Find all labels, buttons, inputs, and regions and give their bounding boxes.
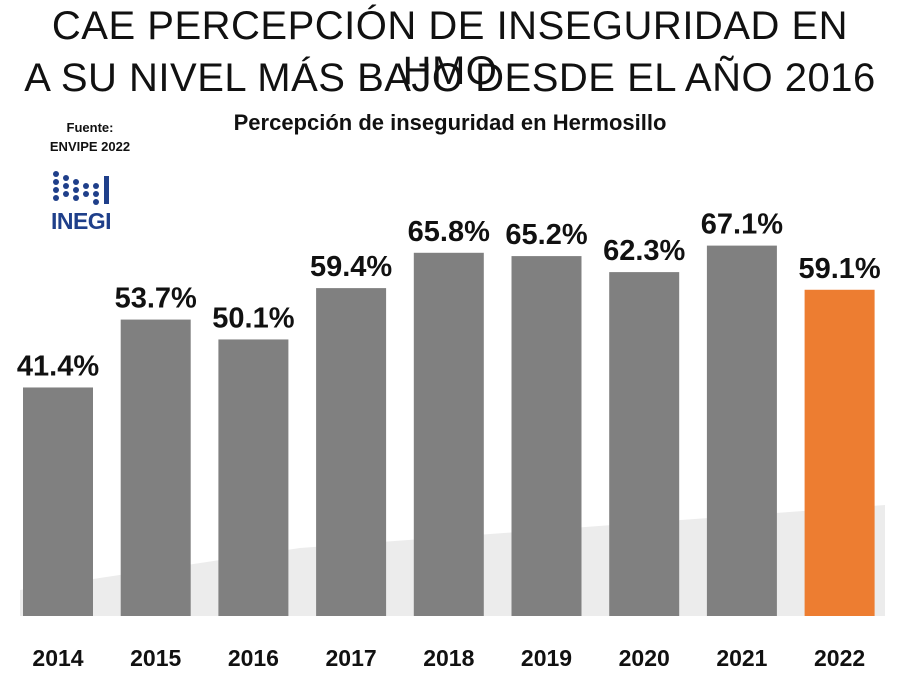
bar-2019 <box>511 256 582 616</box>
value-label-2019: 65.2% <box>505 219 587 251</box>
value-label-2017: 59.4% <box>310 251 392 283</box>
source-label: Fuente: <box>66 120 114 135</box>
x-tick-2021: 2021 <box>716 645 767 671</box>
source-note: Fuente: ENVIPE 2022 <box>40 118 140 156</box>
value-label-2020: 62.3% <box>603 235 685 267</box>
headline-line-2: A SU NIVEL MÁS BAJO DESDE EL AÑO 2016 <box>24 56 876 100</box>
bar-2017 <box>316 288 387 616</box>
bar-2016 <box>218 339 289 616</box>
bar-2018 <box>413 252 484 616</box>
x-tick-2018: 2018 <box>423 645 474 671</box>
headline-line-1: CAE PERCEPCIÓN DE INSEGURIDAD EN HMO <box>51 4 849 93</box>
value-label-2015: 53.7% <box>115 283 197 315</box>
value-label-2016: 50.1% <box>212 302 294 334</box>
inegi-logo-icon <box>53 171 109 205</box>
value-label-2022: 59.1% <box>798 253 880 285</box>
x-tick-2017: 2017 <box>326 645 377 671</box>
bar-2014 <box>23 387 93 616</box>
x-tick-2020: 2020 <box>619 645 670 671</box>
bar-2022 <box>804 289 875 616</box>
x-tick-2019: 2019 <box>521 645 572 671</box>
x-tick-2016: 2016 <box>228 645 279 671</box>
bar-2021 <box>706 245 777 616</box>
bar-2015 <box>120 319 191 616</box>
inegi-logo-text: INEGI <box>50 208 112 234</box>
x-tick-2022: 2022 <box>814 645 865 671</box>
value-label-2018: 65.8% <box>408 216 490 248</box>
x-tick-2015: 2015 <box>130 645 181 671</box>
source-survey: ENVIPE 2022 <box>49 139 131 154</box>
value-label-2021: 67.1% <box>701 209 783 241</box>
x-tick-2014: 2014 <box>32 645 83 671</box>
value-label-2014: 41.4% <box>17 350 99 382</box>
bar-2020 <box>609 272 680 616</box>
chart-title: Percepción de inseguridad en Hermosillo <box>233 110 667 135</box>
